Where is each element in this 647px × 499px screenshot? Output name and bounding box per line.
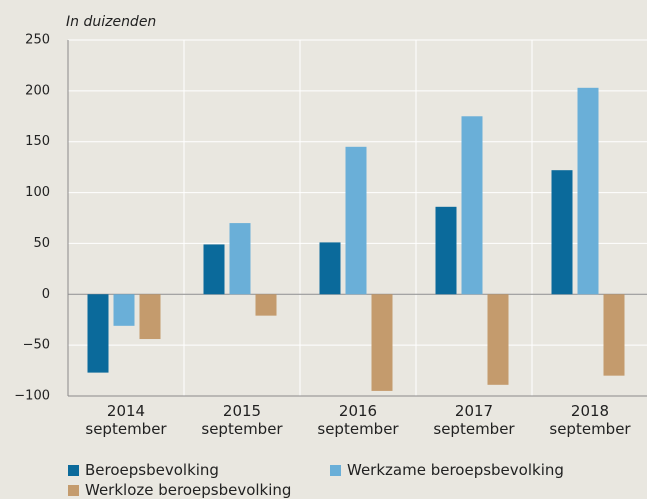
bar [461,116,483,295]
y-tick-label: 0 [42,287,50,302]
y-tick-label: 200 [25,83,50,98]
legend-label: Werkzame beroepsbevolking [347,461,564,479]
y-tick-label: −100 [14,389,50,404]
legend-swatch [68,464,79,476]
legend-label: Beroepsbevolking [85,461,219,479]
bar [113,294,135,326]
y-axis-label: In duizenden [66,14,156,30]
bar [487,294,509,385]
legend-swatch [330,464,341,476]
y-tick-label: 150 [25,134,50,149]
bar [139,294,161,340]
x-tick-label: 2015 september [201,402,283,438]
bar [435,206,457,295]
bar [203,244,225,295]
bar [603,294,625,376]
bar [319,242,341,295]
legend-item: Beroepsbevolking [68,461,219,479]
bar [255,294,277,316]
x-tick-label: 2016 september [317,402,399,438]
y-tick-label: 50 [33,236,50,251]
legend-item: Werkzame beroepsbevolking [330,461,564,479]
y-tick-label: 250 [25,33,50,48]
legend-item: Werkloze beroepsbevolking [68,481,291,499]
x-tick-label: 2018 september [549,402,631,438]
legend-label: Werkloze beroepsbevolking [85,481,292,499]
bar [87,294,109,373]
bar [345,146,367,295]
legend-swatch [68,484,79,496]
bar [577,87,599,295]
y-tick-label: −50 [23,338,50,353]
bar [551,170,573,295]
x-tick-label: 2017 september [433,402,515,438]
bar [371,294,393,391]
bar [229,223,251,295]
x-tick-label: 2014 september [85,402,167,438]
y-tick-label: 100 [25,185,50,200]
